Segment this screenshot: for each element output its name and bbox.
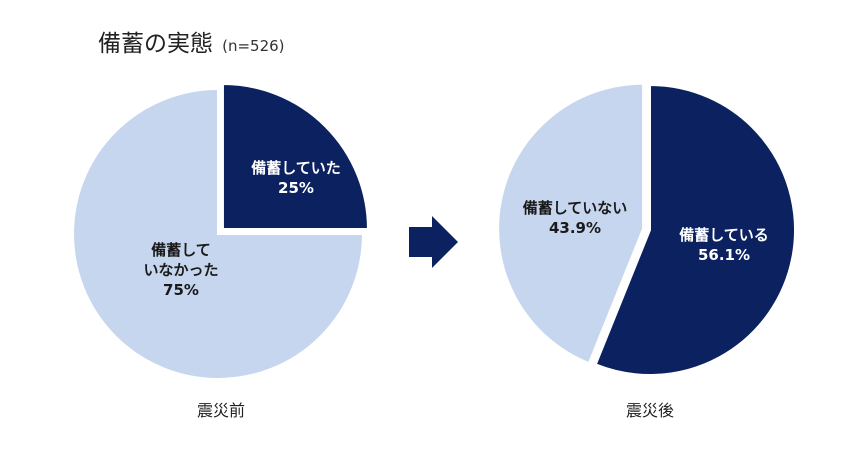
pie-slice [72,87,365,380]
slice-category-label: 備蓄している [679,226,769,244]
slice-category-label: 備蓄して [151,241,211,259]
caption-after: 震災後 [626,401,674,420]
slice-value-label: 25% [278,179,314,197]
slice-label: 備蓄していない 43.9% [523,199,628,237]
slice-label: 備蓄している 56.1% [679,226,769,264]
chart-subtitle: (n=526) [222,37,285,55]
pie-chart-before: 備蓄していた 25% 備蓄していなかった 75% [72,83,369,380]
slice-label: 備蓄していた 25% [251,159,341,197]
slice-category-label: 備蓄していない [523,199,628,217]
slice-value-label: 75% [163,281,199,299]
slice-label: 備蓄していなかった 75% [143,241,218,299]
pie-chart-after: 備蓄している 56.1% 備蓄していない 43.9% [497,82,796,376]
chart-title: 備蓄の実態 [98,31,213,57]
slice-category-label: いなかった [143,261,218,279]
pie-slice [497,82,645,365]
right-arrow-icon [409,216,458,268]
chart-title-block: 備蓄の実態 (n=526) [98,24,285,58]
caption-before: 震災前 [197,401,245,420]
pie-slice [221,83,369,231]
pie-slice [594,83,796,376]
slice-category-label: 備蓄していた [251,159,341,177]
slice-value-label: 43.9% [549,219,601,237]
slice-value-label: 56.1% [698,246,750,264]
